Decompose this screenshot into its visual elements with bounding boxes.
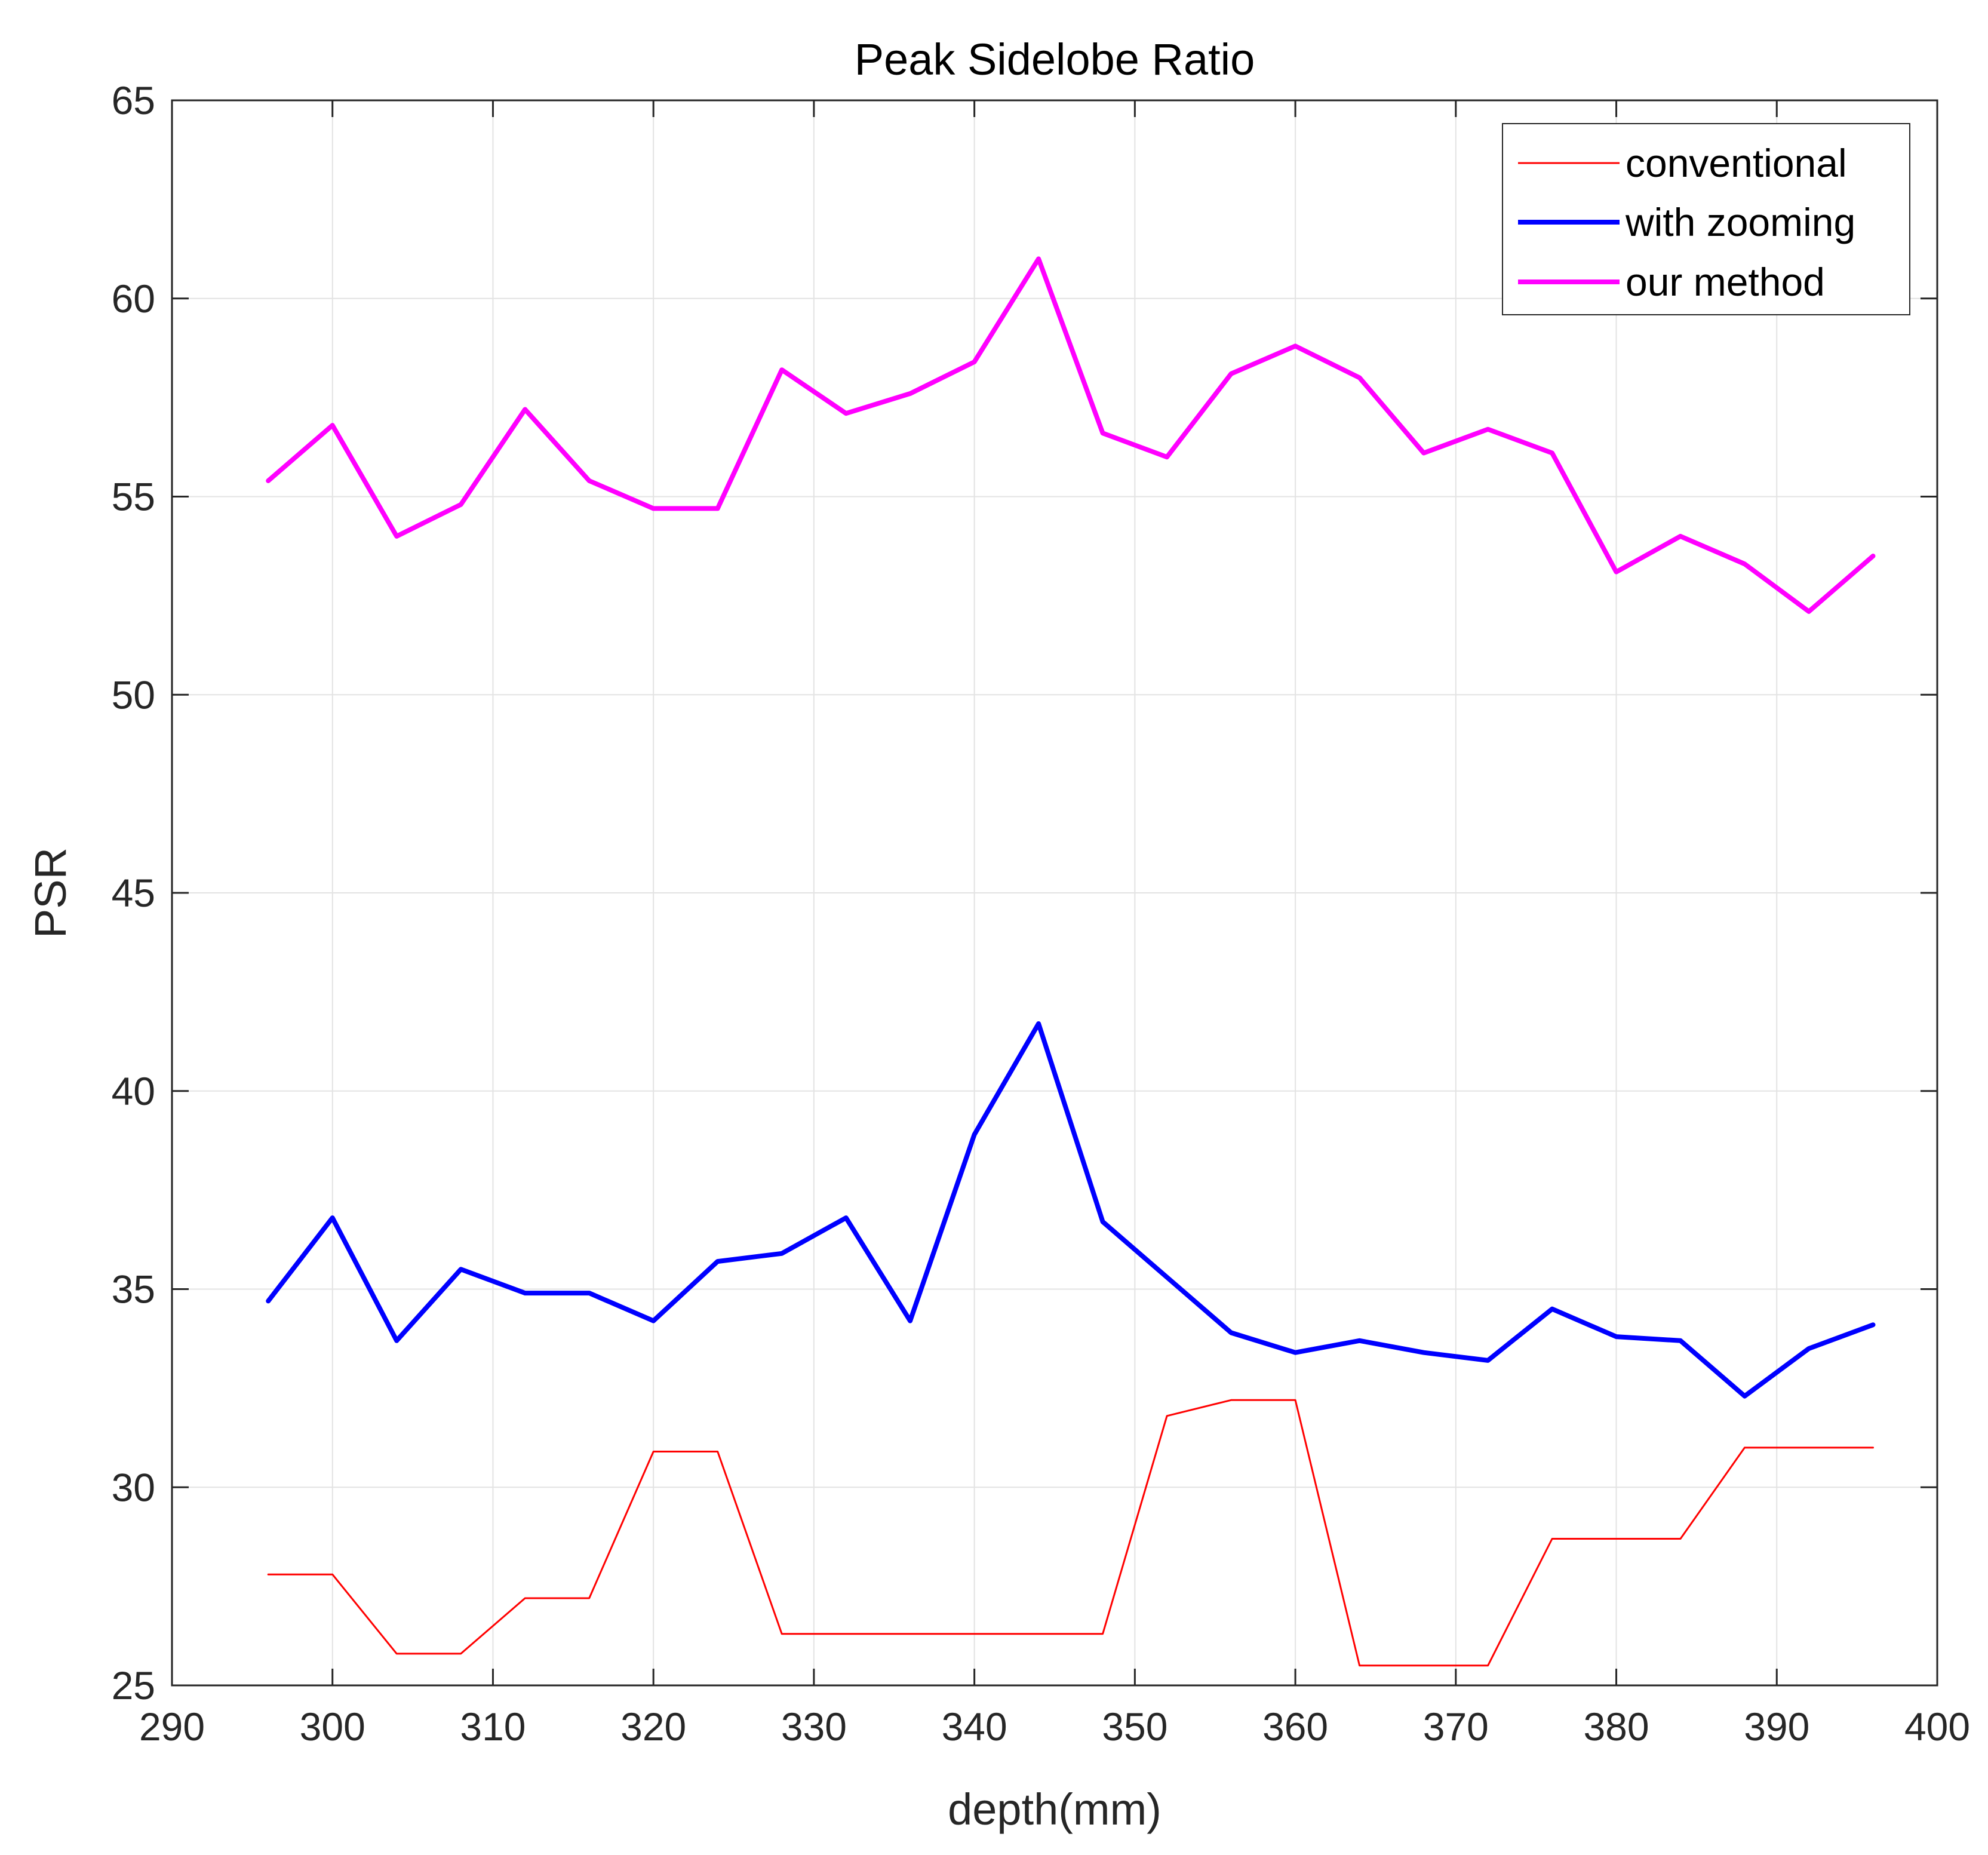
x-tick-label: 360 xyxy=(1262,1704,1328,1749)
y-tick-label: 50 xyxy=(112,672,155,717)
series-line-our-method xyxy=(266,256,1876,614)
y-axis-label: PSR xyxy=(26,847,75,938)
x-tick-label: 340 xyxy=(942,1704,1007,1749)
x-tick-label: 320 xyxy=(620,1704,686,1749)
x-tick-label: 350 xyxy=(1102,1704,1167,1749)
x-tick-label: 290 xyxy=(139,1704,205,1749)
legend-label-conventional: conventional xyxy=(1626,141,1847,185)
tick-labels: 290 300 310 320 330 340 350 360 370 380 390 400 25 30… xyxy=(112,78,1970,1749)
legend: conventional with zooming our method xyxy=(1502,123,1910,315)
legend-label-with-zooming: with zooming xyxy=(1625,200,1855,244)
y-tick-label: 30 xyxy=(112,1465,155,1509)
series-line-with-zooming xyxy=(266,1021,1876,1399)
x-tick-label: 400 xyxy=(1904,1704,1970,1749)
y-tick-label: 40 xyxy=(112,1069,155,1113)
legend-label-our-method: our method xyxy=(1626,260,1825,304)
x-tick-label: 390 xyxy=(1744,1704,1809,1749)
series-layer xyxy=(266,256,1876,1667)
x-axis-label: depth(mm) xyxy=(948,1785,1162,1834)
series-line-conventional xyxy=(267,1399,1874,1667)
x-tick-label: 330 xyxy=(781,1704,847,1749)
x-tick-label: 310 xyxy=(460,1704,526,1749)
x-tick-label: 300 xyxy=(300,1704,365,1749)
y-tick-label: 60 xyxy=(112,277,155,321)
ticks xyxy=(171,99,1938,1687)
y-tick-label: 35 xyxy=(112,1267,155,1312)
y-tick-label: 55 xyxy=(112,475,155,519)
y-tick-label: 45 xyxy=(112,871,155,915)
x-tick-label: 380 xyxy=(1583,1704,1649,1749)
y-tick-label: 25 xyxy=(112,1663,155,1707)
x-tick-label: 370 xyxy=(1423,1704,1489,1749)
chart-title: Peak Sidelobe Ratio xyxy=(855,35,1255,84)
y-tick-label: 65 xyxy=(112,78,155,122)
